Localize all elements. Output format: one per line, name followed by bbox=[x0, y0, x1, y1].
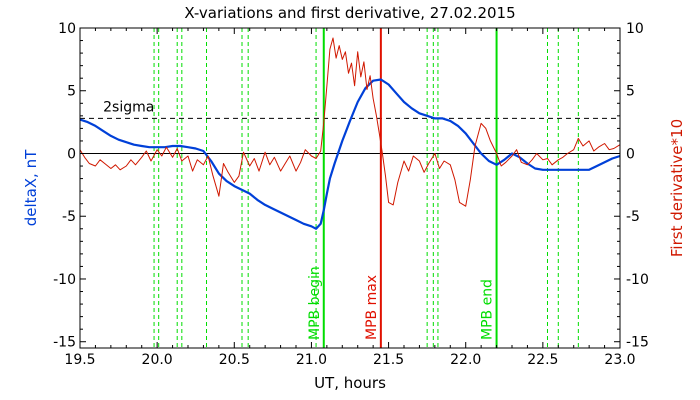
x-tick-label: 20.5 bbox=[219, 352, 250, 368]
y-tick-label-right: 5 bbox=[626, 84, 635, 100]
marker-label: MPB begin bbox=[307, 266, 323, 340]
chart-title: X-variations and first derivative, 27.02… bbox=[184, 4, 515, 22]
y-axes: 10 5 0 -5 -10 -15 10 5 0 -5 -10 -15 bbox=[53, 21, 649, 351]
x-tick-label: 21.5 bbox=[373, 352, 404, 368]
series-line-derivative bbox=[79, 37, 621, 207]
plot-area: 2sigma MPB begin MPB max MPB end bbox=[79, 28, 621, 348]
y-tick-label-right: 0 bbox=[626, 146, 635, 162]
x-tick-label: 22.0 bbox=[450, 352, 481, 368]
y-tick-label-left: -15 bbox=[53, 335, 76, 351]
series-line-deltaX bbox=[79, 78, 621, 230]
x-axis-title: UT, hours bbox=[314, 374, 386, 392]
marker-label: MPB max bbox=[364, 275, 380, 340]
y-tick-label-left: 0 bbox=[67, 146, 76, 162]
x-tick-label: 23.0 bbox=[604, 352, 635, 368]
y-tick-label-right: -15 bbox=[626, 335, 649, 351]
x-tick-label: 19.5 bbox=[64, 352, 95, 368]
y-tick-label-right: -10 bbox=[626, 272, 649, 288]
threshold-label: 2sigma bbox=[103, 99, 154, 115]
y-tick-label-left: 5 bbox=[67, 84, 76, 100]
plot-frame bbox=[79, 27, 621, 349]
y-tick-label-right: 10 bbox=[626, 21, 644, 37]
y-tick-label-left: -10 bbox=[53, 272, 76, 288]
y-tick-label-left: -5 bbox=[62, 209, 76, 225]
y-tick-label-left: 10 bbox=[58, 21, 76, 37]
x-tick-label: 20.0 bbox=[142, 352, 173, 368]
x-tick-label: 21.0 bbox=[296, 352, 327, 368]
marker-label: MPB end bbox=[480, 279, 496, 340]
y-tick-label-right: -5 bbox=[626, 209, 640, 225]
x-axis: 19.5 20.0 20.5 21.0 21.5 22.0 22.5 23.0 bbox=[64, 28, 636, 368]
y-axis-left-title: deltaX, nT bbox=[22, 149, 40, 226]
x-tick-label: 22.5 bbox=[527, 352, 558, 368]
y-axis-right-title: First derivative*10 bbox=[668, 119, 686, 257]
